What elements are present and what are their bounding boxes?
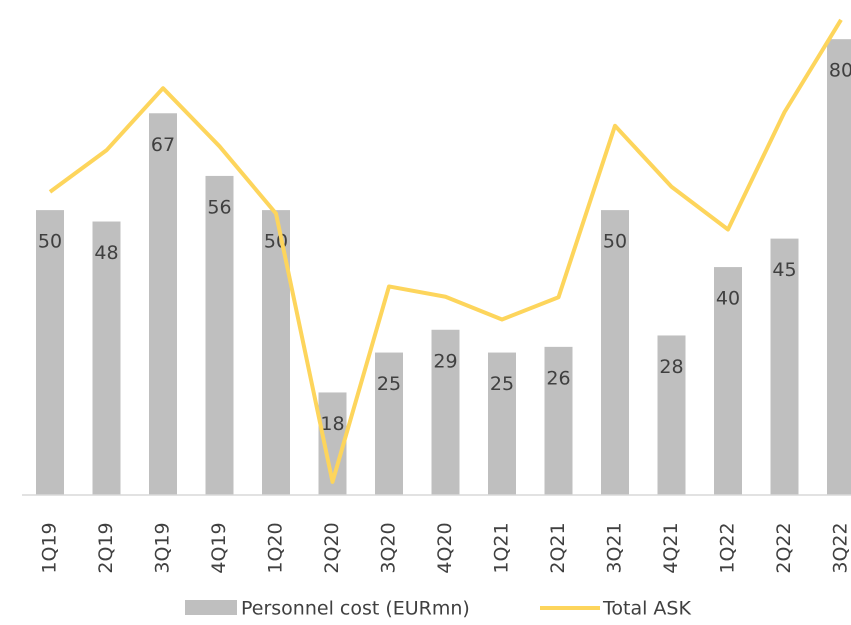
x-tick-label: 4Q19	[208, 522, 230, 573]
bar	[657, 335, 686, 495]
x-tick-label: 2Q22	[773, 522, 795, 573]
x-tick-label: 4Q21	[660, 522, 682, 573]
data-label: 25	[377, 373, 401, 395]
bar	[36, 210, 64, 495]
x-tick-label: 4Q20	[434, 522, 456, 573]
data-label: 48	[94, 242, 118, 264]
data-label: 67	[151, 134, 175, 156]
data-label: 28	[659, 356, 683, 378]
legend-swatch	[185, 600, 237, 615]
data-label: 25	[490, 373, 514, 395]
data-label: 29	[433, 350, 457, 372]
bar	[601, 210, 629, 495]
x-tick-label: 2Q19	[95, 522, 117, 573]
x-tick-label: 3Q21	[604, 522, 626, 573]
x-tick-label: 3Q22	[830, 522, 851, 573]
bar	[375, 352, 403, 495]
data-label: 50	[38, 231, 62, 253]
x-tick-label: 2Q20	[321, 522, 343, 573]
data-label: 56	[207, 196, 231, 218]
legend-label: Total ASK	[602, 598, 691, 620]
legend-label: Personnel cost (EURmn)	[241, 598, 470, 620]
bar	[488, 352, 516, 495]
bar	[827, 39, 851, 496]
data-label: 50	[603, 231, 627, 253]
x-tick-label: 1Q20	[265, 522, 287, 573]
data-label: 80	[829, 60, 851, 82]
x-tick-label: 1Q21	[491, 522, 513, 573]
bar	[205, 175, 234, 495]
data-label: 45	[772, 259, 796, 281]
bar	[431, 329, 460, 495]
bar	[92, 221, 121, 495]
x-tick-label: 3Q19	[152, 522, 174, 573]
bar	[149, 113, 177, 496]
data-label: 26	[546, 367, 570, 389]
x-tick-label: 1Q22	[717, 522, 739, 573]
bar	[714, 267, 742, 495]
bar	[544, 346, 573, 495]
x-tick-label: 1Q19	[39, 522, 61, 573]
x-tick-label: 3Q20	[378, 522, 400, 573]
data-label: 40	[716, 288, 740, 310]
data-label: 18	[320, 413, 344, 435]
bar	[770, 238, 799, 495]
x-tick-label: 2Q21	[547, 522, 569, 573]
line	[48, 18, 843, 484]
